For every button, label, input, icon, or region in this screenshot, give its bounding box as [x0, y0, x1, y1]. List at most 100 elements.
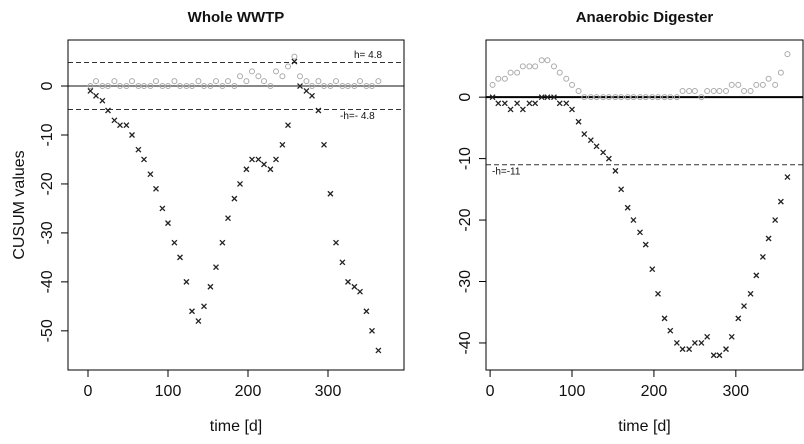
data-point: [637, 229, 643, 236]
data-point: [723, 346, 729, 353]
data-point: [87, 87, 94, 94]
data-point: [544, 57, 551, 64]
data-point: [698, 340, 705, 346]
y-tick-label: -10: [39, 123, 56, 146]
data-point: [129, 78, 135, 85]
data-point: [563, 100, 570, 107]
data-point: [153, 78, 159, 85]
data-point: [747, 88, 754, 95]
data-point: [297, 83, 303, 89]
data-point: [538, 57, 545, 64]
data-point: [351, 83, 358, 90]
data-point: [225, 215, 231, 222]
data-point: [753, 81, 760, 88]
data-point: [309, 92, 315, 99]
data-point: [291, 58, 298, 65]
data-point: [673, 340, 680, 346]
data-point: [519, 63, 526, 70]
data-point: [129, 132, 135, 138]
data-point: [327, 83, 334, 90]
data-point: [661, 315, 668, 322]
data-point: [550, 63, 557, 70]
data-point: [285, 63, 291, 70]
data-point: [219, 239, 226, 246]
plot-frame: [485, 39, 804, 371]
data-point: [255, 156, 262, 163]
data-point: [369, 83, 375, 90]
data-point: [532, 100, 539, 107]
data-point: [563, 75, 570, 82]
data-point: [267, 83, 274, 90]
data-point: [165, 83, 171, 90]
data-point: [753, 272, 760, 279]
data-point: [135, 83, 142, 90]
data-point: [691, 88, 698, 95]
data-point: [556, 69, 563, 76]
data-point: [93, 92, 99, 99]
data-point: [105, 83, 111, 90]
data-point: [593, 94, 600, 101]
data-point: [345, 278, 351, 285]
data-point: [99, 83, 106, 90]
data-point: [495, 100, 502, 107]
data-point: [636, 94, 643, 101]
data-point: [297, 73, 303, 80]
data-point: [569, 81, 576, 88]
data-point: [123, 83, 130, 90]
data-point: [333, 78, 339, 85]
data-point: [777, 69, 784, 76]
data-point: [728, 81, 735, 88]
data-point: [279, 73, 286, 80]
data-point: [667, 94, 674, 101]
data-point: [243, 166, 250, 173]
data-point: [624, 204, 631, 211]
data-point: [117, 122, 123, 129]
data-point: [765, 75, 772, 82]
data-point: [87, 83, 94, 90]
data-point: [261, 78, 267, 85]
data-point: [363, 308, 370, 315]
data-point: [321, 83, 327, 90]
data-point: [177, 83, 183, 90]
data-point: [321, 141, 327, 148]
data-point: [177, 254, 183, 261]
data-point: [679, 346, 686, 353]
data-point: [587, 137, 594, 144]
data-point: [111, 117, 118, 124]
data-point: [661, 94, 668, 101]
data-point: [759, 253, 766, 260]
data-point: [159, 83, 166, 90]
reference-label: -h=- 4.8: [340, 111, 375, 122]
data-point: [147, 171, 154, 178]
data-point: [357, 288, 363, 295]
data-point: [649, 266, 656, 273]
y-tick-label: -30: [39, 221, 56, 244]
x-tick-label: 200: [641, 383, 668, 400]
data-point: [556, 100, 563, 107]
data-point: [519, 106, 526, 113]
data-point: [123, 122, 130, 129]
data-point: [501, 100, 508, 107]
data-point: [704, 333, 711, 340]
data-point: [605, 155, 612, 162]
reference-label: -h=-11: [492, 166, 521, 177]
data-point: [189, 83, 195, 90]
data-point: [183, 278, 190, 285]
y-tick-label: -10: [457, 147, 474, 170]
data-point: [649, 94, 656, 101]
data-point: [747, 290, 754, 297]
data-point: [710, 352, 717, 359]
data-point: [710, 88, 717, 95]
data-point: [105, 107, 111, 114]
data-point: [691, 340, 698, 346]
data-point: [489, 94, 496, 101]
data-point: [600, 149, 607, 156]
data-point: [237, 180, 243, 187]
data-point: [704, 88, 711, 95]
data-point: [501, 75, 508, 82]
y-tick-label: -20: [457, 208, 474, 231]
data-point: [339, 83, 346, 90]
data-point: [575, 118, 582, 125]
data-point: [99, 97, 106, 104]
data-point: [618, 186, 625, 193]
